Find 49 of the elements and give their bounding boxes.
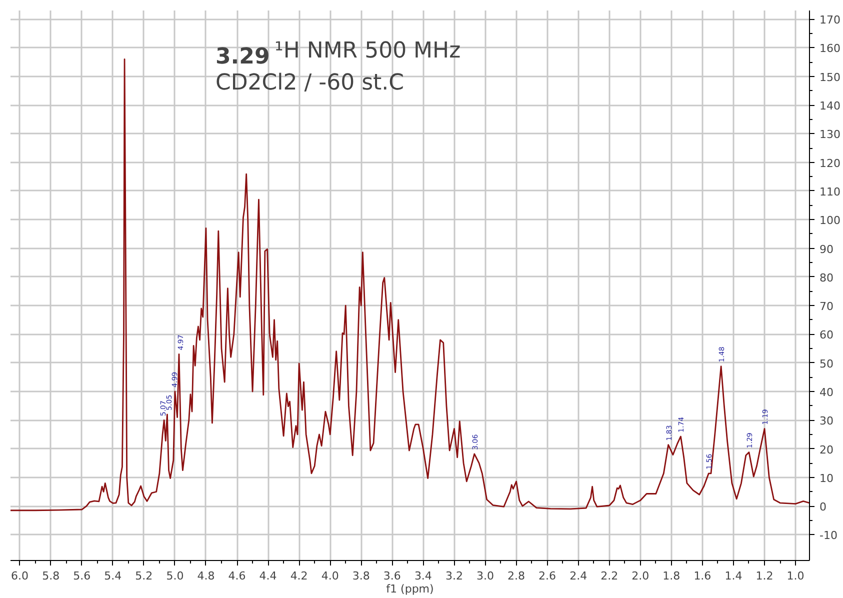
- x-tick-label: 4.4: [259, 570, 277, 582]
- x-tick-label: 1.8: [662, 570, 680, 582]
- x-tick-label: 4.0: [321, 570, 339, 582]
- x-tick-label: 2.8: [508, 570, 526, 582]
- y-tick-label: 0: [820, 500, 826, 514]
- y-tick-label: 70: [820, 300, 834, 314]
- x-tick-label: 5.0: [166, 570, 184, 582]
- x-tick-label: 1.0: [786, 570, 804, 582]
- y-tick-label: 120: [820, 156, 840, 170]
- y-tick-label: 110: [820, 185, 840, 198]
- x-tick-label: 1.6: [694, 570, 712, 582]
- x-tick-label: 4.2: [290, 570, 308, 582]
- y-tick-label: 20: [820, 443, 834, 456]
- x-tick-label: 5.2: [135, 570, 153, 582]
- x-tick-label: 2.6: [538, 570, 556, 582]
- y-tick-label: 100: [820, 214, 840, 228]
- y-tick-label: 30: [820, 414, 834, 428]
- annotation: CD2Cl2 / -60 st.C: [216, 70, 404, 96]
- x-tick-label: 3.4: [414, 570, 432, 582]
- y-tick-label: 150: [820, 70, 840, 84]
- x-tick-label: 2.2: [600, 570, 618, 582]
- y-tick-label: 80: [820, 271, 834, 284]
- y-tick-label: 140: [820, 100, 840, 113]
- x-tick-label: 3.6: [383, 570, 401, 582]
- x-tick-label: 2.4: [570, 570, 588, 582]
- x-tick-label: 3.0: [476, 570, 494, 582]
- x-tick-label: 4.8: [197, 570, 215, 582]
- y-tick-label: 90: [820, 242, 834, 256]
- x-axis-title: f1 (ppm): [386, 582, 434, 596]
- x-tick-label: 1.2: [756, 570, 774, 582]
- x-tick-label: 3.2: [445, 570, 463, 582]
- x-tick-label: 1.4: [724, 570, 742, 582]
- x-tick-label: 3.8: [352, 570, 370, 582]
- y-tick-label: 130: [820, 128, 840, 142]
- y-tick-label: 60: [820, 328, 834, 342]
- x-tick-label: 5.6: [73, 570, 91, 582]
- y-tick-label: 40: [820, 386, 834, 399]
- annotation: ¹H NMR 500 MHz: [274, 38, 461, 64]
- y-tick-label: 10: [820, 472, 834, 485]
- y-tick-label: 50: [820, 357, 834, 370]
- x-tick-label: 4.6: [228, 570, 246, 582]
- x-tick-label: 5.8: [42, 570, 60, 582]
- x-tick-label: 2.0: [632, 570, 650, 582]
- y-tick-label: -10: [820, 529, 838, 542]
- annotation: 3.29: [216, 44, 270, 70]
- y-tick-label: 160: [820, 42, 840, 56]
- x-tick-label: 5.4: [104, 570, 122, 582]
- x-tick-label: 6.0: [11, 570, 29, 582]
- y-tick-label: 170: [820, 14, 840, 27]
